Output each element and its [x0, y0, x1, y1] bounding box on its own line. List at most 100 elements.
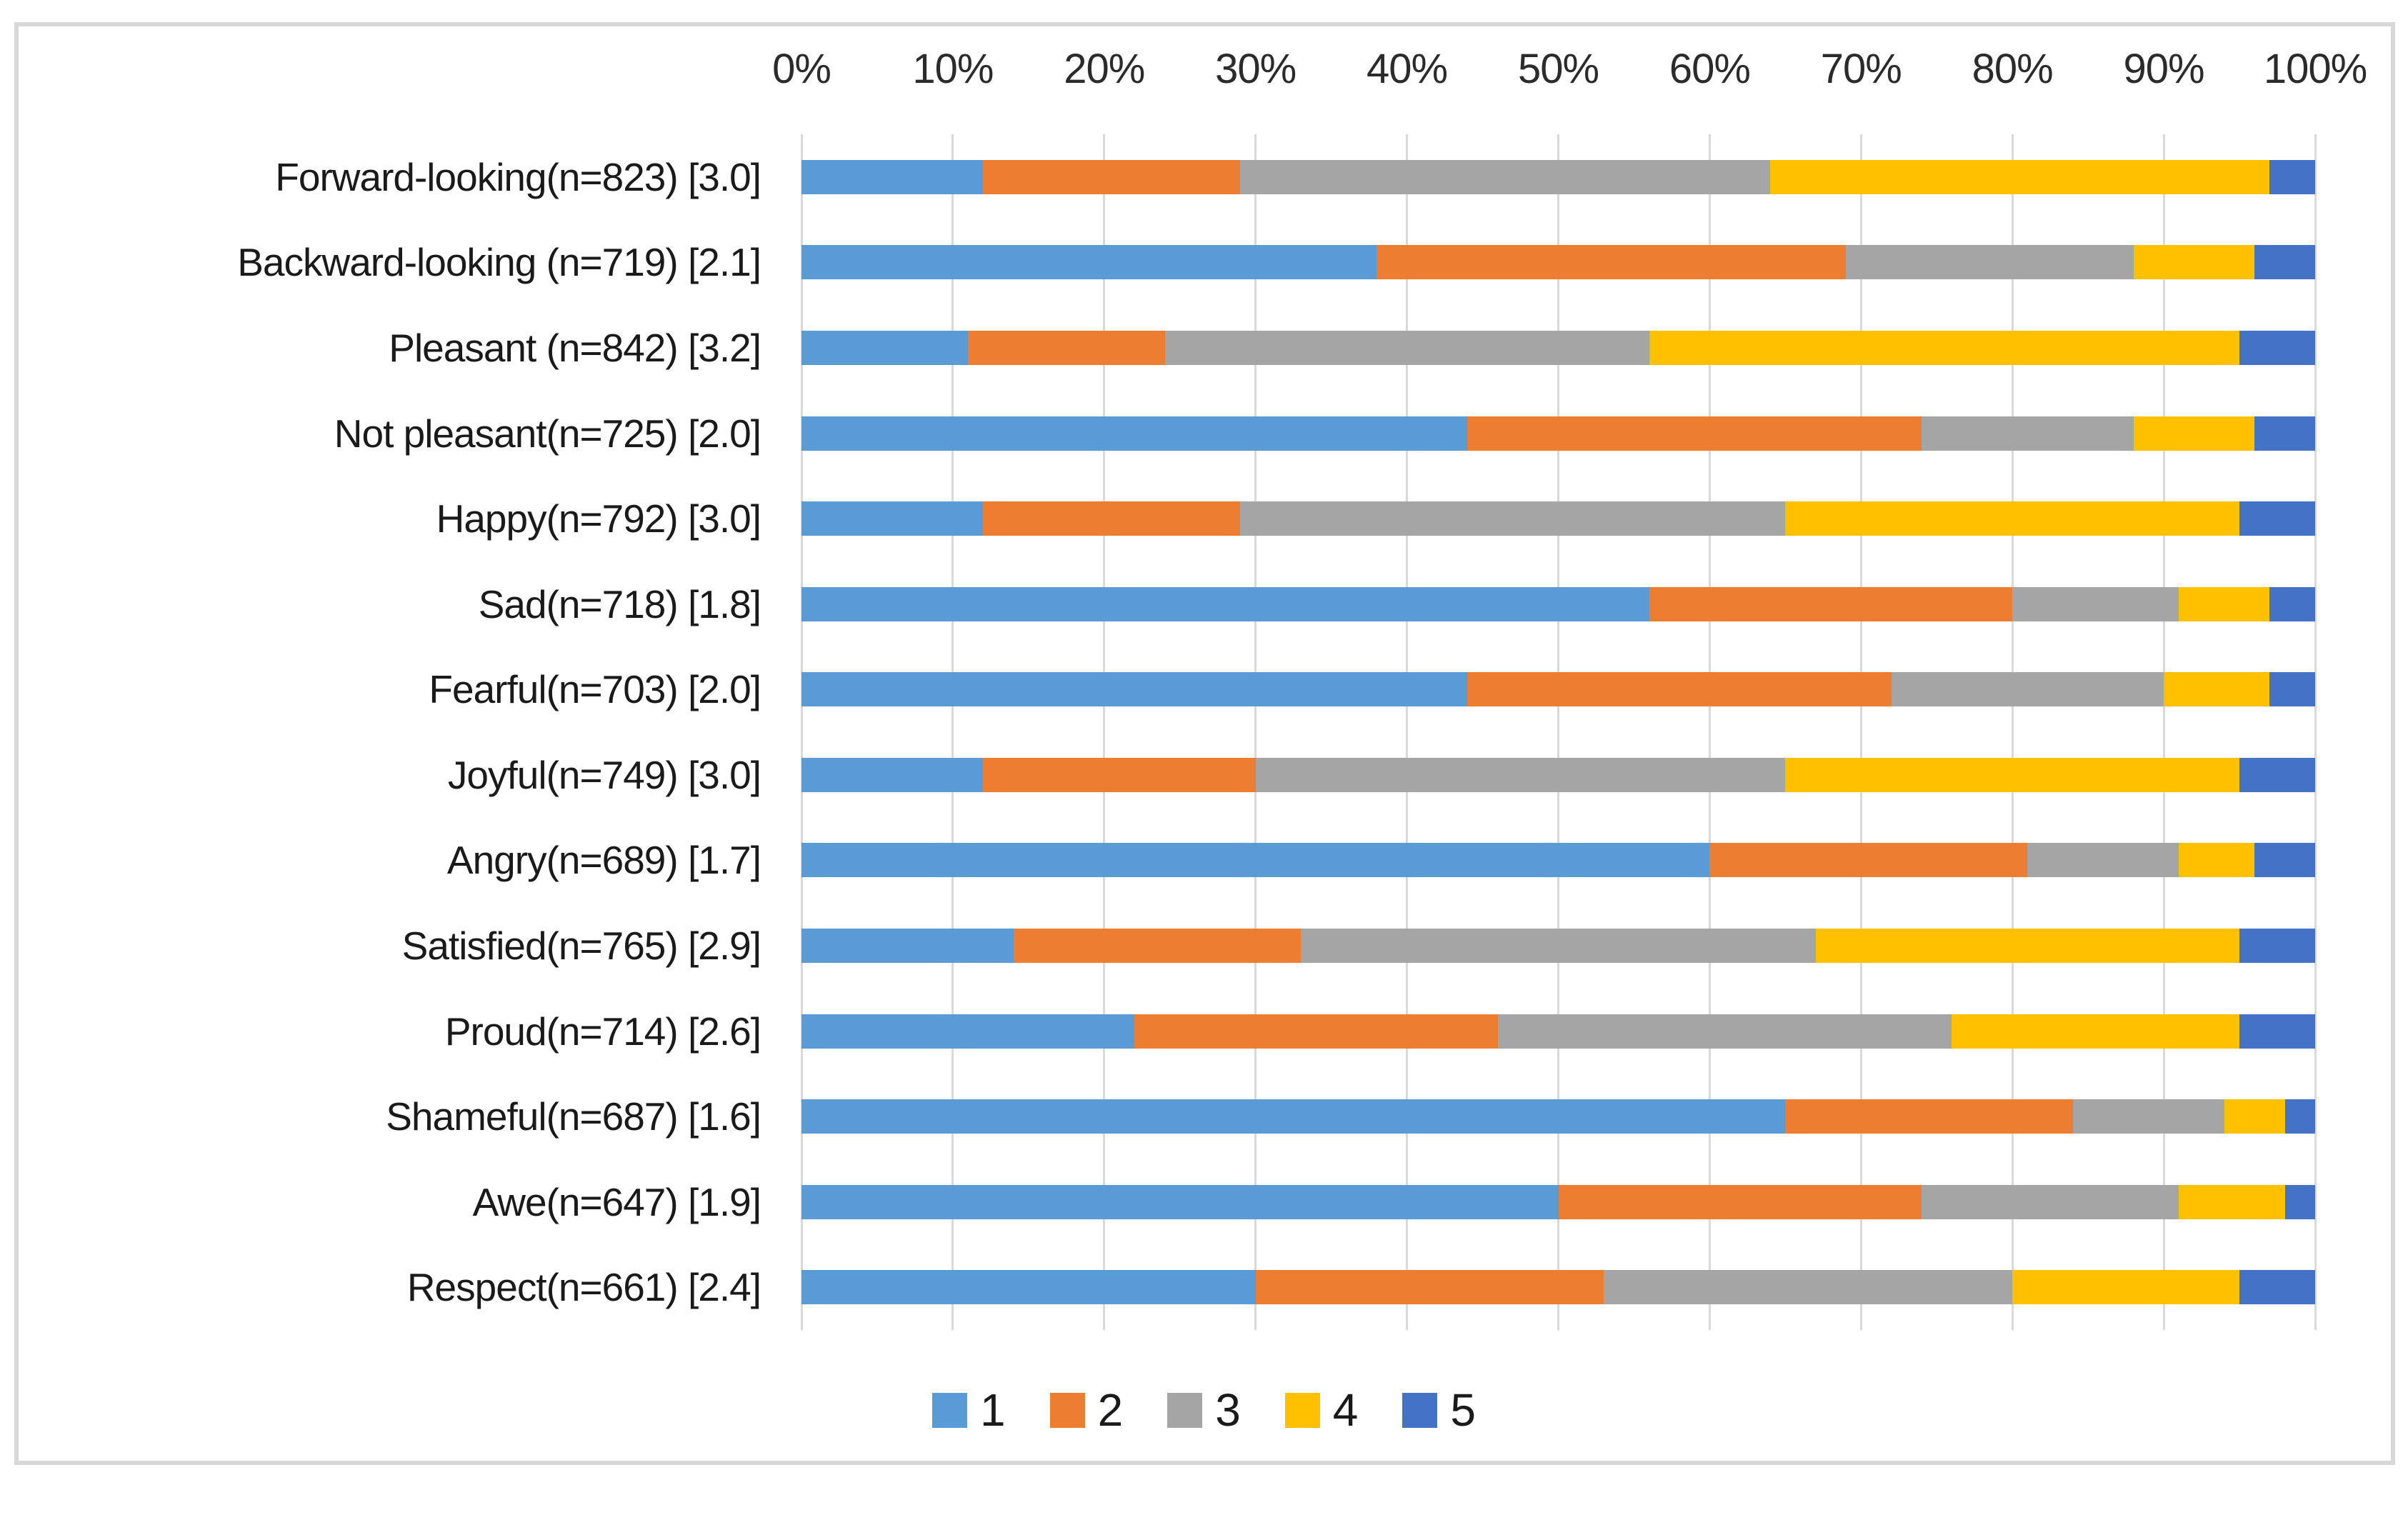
- bar-segment-series-2: [1558, 1184, 1922, 1219]
- bar-segment-series-3: [2072, 1099, 2224, 1134]
- bar-row: [801, 1184, 2315, 1219]
- bar-row: [801, 586, 2315, 621]
- bar-segment-series-3: [1497, 1014, 1952, 1049]
- bar-segment-series-2: [983, 501, 1241, 536]
- gridline-0%: [800, 134, 803, 1330]
- legend-entry-3: 3: [1167, 1384, 1241, 1436]
- category-label: Fearful(n=703) [2.0]: [429, 667, 761, 712]
- legend-label: 1: [980, 1384, 1006, 1436]
- bar-segment-series-3: [2027, 843, 2179, 878]
- category-label: Sad(n=718) [1.8]: [478, 581, 761, 626]
- bar-segment-series-1: [801, 1014, 1135, 1049]
- legend-entry-1: 1: [932, 1384, 1006, 1436]
- bar-segment-series-5: [2239, 501, 2315, 536]
- legend: 1 2 3 4 5: [0, 1384, 2408, 1436]
- bar-segment-series-4: [2179, 843, 2255, 878]
- bar-segment-series-4: [1815, 928, 2240, 963]
- bar-segment-series-2: [983, 159, 1241, 194]
- bar-row: [801, 501, 2315, 536]
- category-label: Awe(n=647) [1.9]: [472, 1179, 761, 1224]
- x-axis-tick-label: 60%: [1669, 46, 1751, 92]
- category-label: Pleasant (n=842) [3.2]: [389, 325, 761, 370]
- bar-segment-series-5: [2254, 843, 2315, 878]
- bar-segment-series-2: [1785, 1099, 2073, 1134]
- category-label: Joyful(n=749) [3.0]: [447, 752, 761, 797]
- legend-label: 5: [1450, 1384, 1476, 1436]
- bar-segment-series-1: [801, 330, 969, 365]
- bar-segment-series-5: [2239, 928, 2315, 963]
- bar-segment-series-1: [801, 1184, 1559, 1219]
- bar-segment-series-4: [2133, 245, 2255, 280]
- bar-segment-series-1: [801, 1270, 1256, 1305]
- bar-segment-series-1: [801, 928, 1014, 963]
- x-axis-tick-label: 0%: [772, 46, 831, 92]
- category-label: Angry(n=689) [1.7]: [446, 838, 761, 883]
- x-axis-tick-label: 10%: [912, 46, 994, 92]
- bar-segment-series-4: [2224, 1099, 2285, 1134]
- gridline-30%: [1254, 134, 1257, 1330]
- legend-swatch-icon: [1049, 1392, 1085, 1428]
- legend-label: 3: [1215, 1384, 1241, 1436]
- gridline-80%: [2011, 134, 2014, 1330]
- category-label: Forward-looking(n=823) [3.0]: [275, 154, 761, 199]
- legend-entry-5: 5: [1402, 1384, 1476, 1436]
- bar-segment-series-3: [1846, 245, 2134, 280]
- bar-segment-series-5: [2239, 757, 2315, 792]
- bar-segment-series-1: [801, 245, 1377, 280]
- x-axis-tick-label: 80%: [1972, 46, 2054, 92]
- bar-row: [801, 672, 2315, 707]
- bar-segment-series-3: [1922, 416, 2134, 451]
- bar-segment-series-5: [2239, 1270, 2315, 1305]
- category-label: Shameful(n=687) [1.6]: [386, 1094, 761, 1139]
- bar-segment-series-4: [2133, 416, 2255, 451]
- bar-segment-series-3: [1604, 1270, 2013, 1305]
- bar-segment-series-4: [2179, 586, 2270, 621]
- bar-segment-series-3: [1240, 501, 1786, 536]
- x-axis-tick-label: 40%: [1367, 46, 1448, 92]
- gridline-40%: [1406, 134, 1409, 1330]
- legend-label: 4: [1332, 1384, 1359, 1436]
- bar-segment-series-2: [968, 330, 1165, 365]
- bar-segment-series-2: [983, 757, 1256, 792]
- category-label: Proud(n=714) [2.6]: [444, 1009, 761, 1054]
- bar-row: [801, 245, 2315, 280]
- category-label: Not pleasant(n=725) [2.0]: [334, 411, 761, 456]
- x-axis-tick-label: 70%: [1820, 46, 1902, 92]
- bar-row: [801, 416, 2315, 451]
- bar-row: [801, 330, 2315, 365]
- bar-row: [801, 1270, 2315, 1305]
- bar-segment-series-5: [2284, 1184, 2315, 1219]
- bar-segment-series-1: [801, 672, 1468, 707]
- bar-row: [801, 1014, 2315, 1049]
- bar-row: [801, 757, 2315, 792]
- bar-segment-series-3: [1922, 1184, 2179, 1219]
- bar-row: [801, 1099, 2315, 1134]
- x-axis-tick-label: 100%: [2263, 46, 2367, 92]
- legend-swatch-icon: [1402, 1392, 1438, 1428]
- bar-row: [801, 159, 2315, 194]
- gridline-70%: [1859, 134, 1862, 1330]
- bar-segment-series-2: [1467, 672, 1892, 707]
- bar-segment-series-1: [801, 1099, 1786, 1134]
- category-label: Happy(n=792) [3.0]: [436, 496, 761, 541]
- x-axis-tick-label: 30%: [1215, 46, 1297, 92]
- gridline-10%: [951, 134, 954, 1330]
- bar-segment-series-4: [1770, 159, 2270, 194]
- legend-entry-4: 4: [1284, 1384, 1359, 1436]
- bar-segment-series-1: [801, 586, 1649, 621]
- bar-segment-series-1: [801, 843, 1710, 878]
- gridline-50%: [1557, 134, 1559, 1330]
- bar-segment-series-4: [1785, 757, 2239, 792]
- bar-segment-series-3: [1301, 928, 1816, 963]
- bar-segment-series-5: [2269, 672, 2315, 707]
- bar-segment-series-1: [801, 757, 984, 792]
- bar-segment-series-2: [1709, 843, 2028, 878]
- bar-segment-series-5: [2269, 159, 2315, 194]
- bar-segment-series-2: [1377, 245, 1847, 280]
- bar-row: [801, 843, 2315, 878]
- category-label: Satisfied(n=765) [2.9]: [401, 923, 761, 968]
- bar-segment-series-5: [2284, 1099, 2315, 1134]
- bar-segment-series-1: [801, 416, 1468, 451]
- bar-segment-series-3: [1891, 672, 2164, 707]
